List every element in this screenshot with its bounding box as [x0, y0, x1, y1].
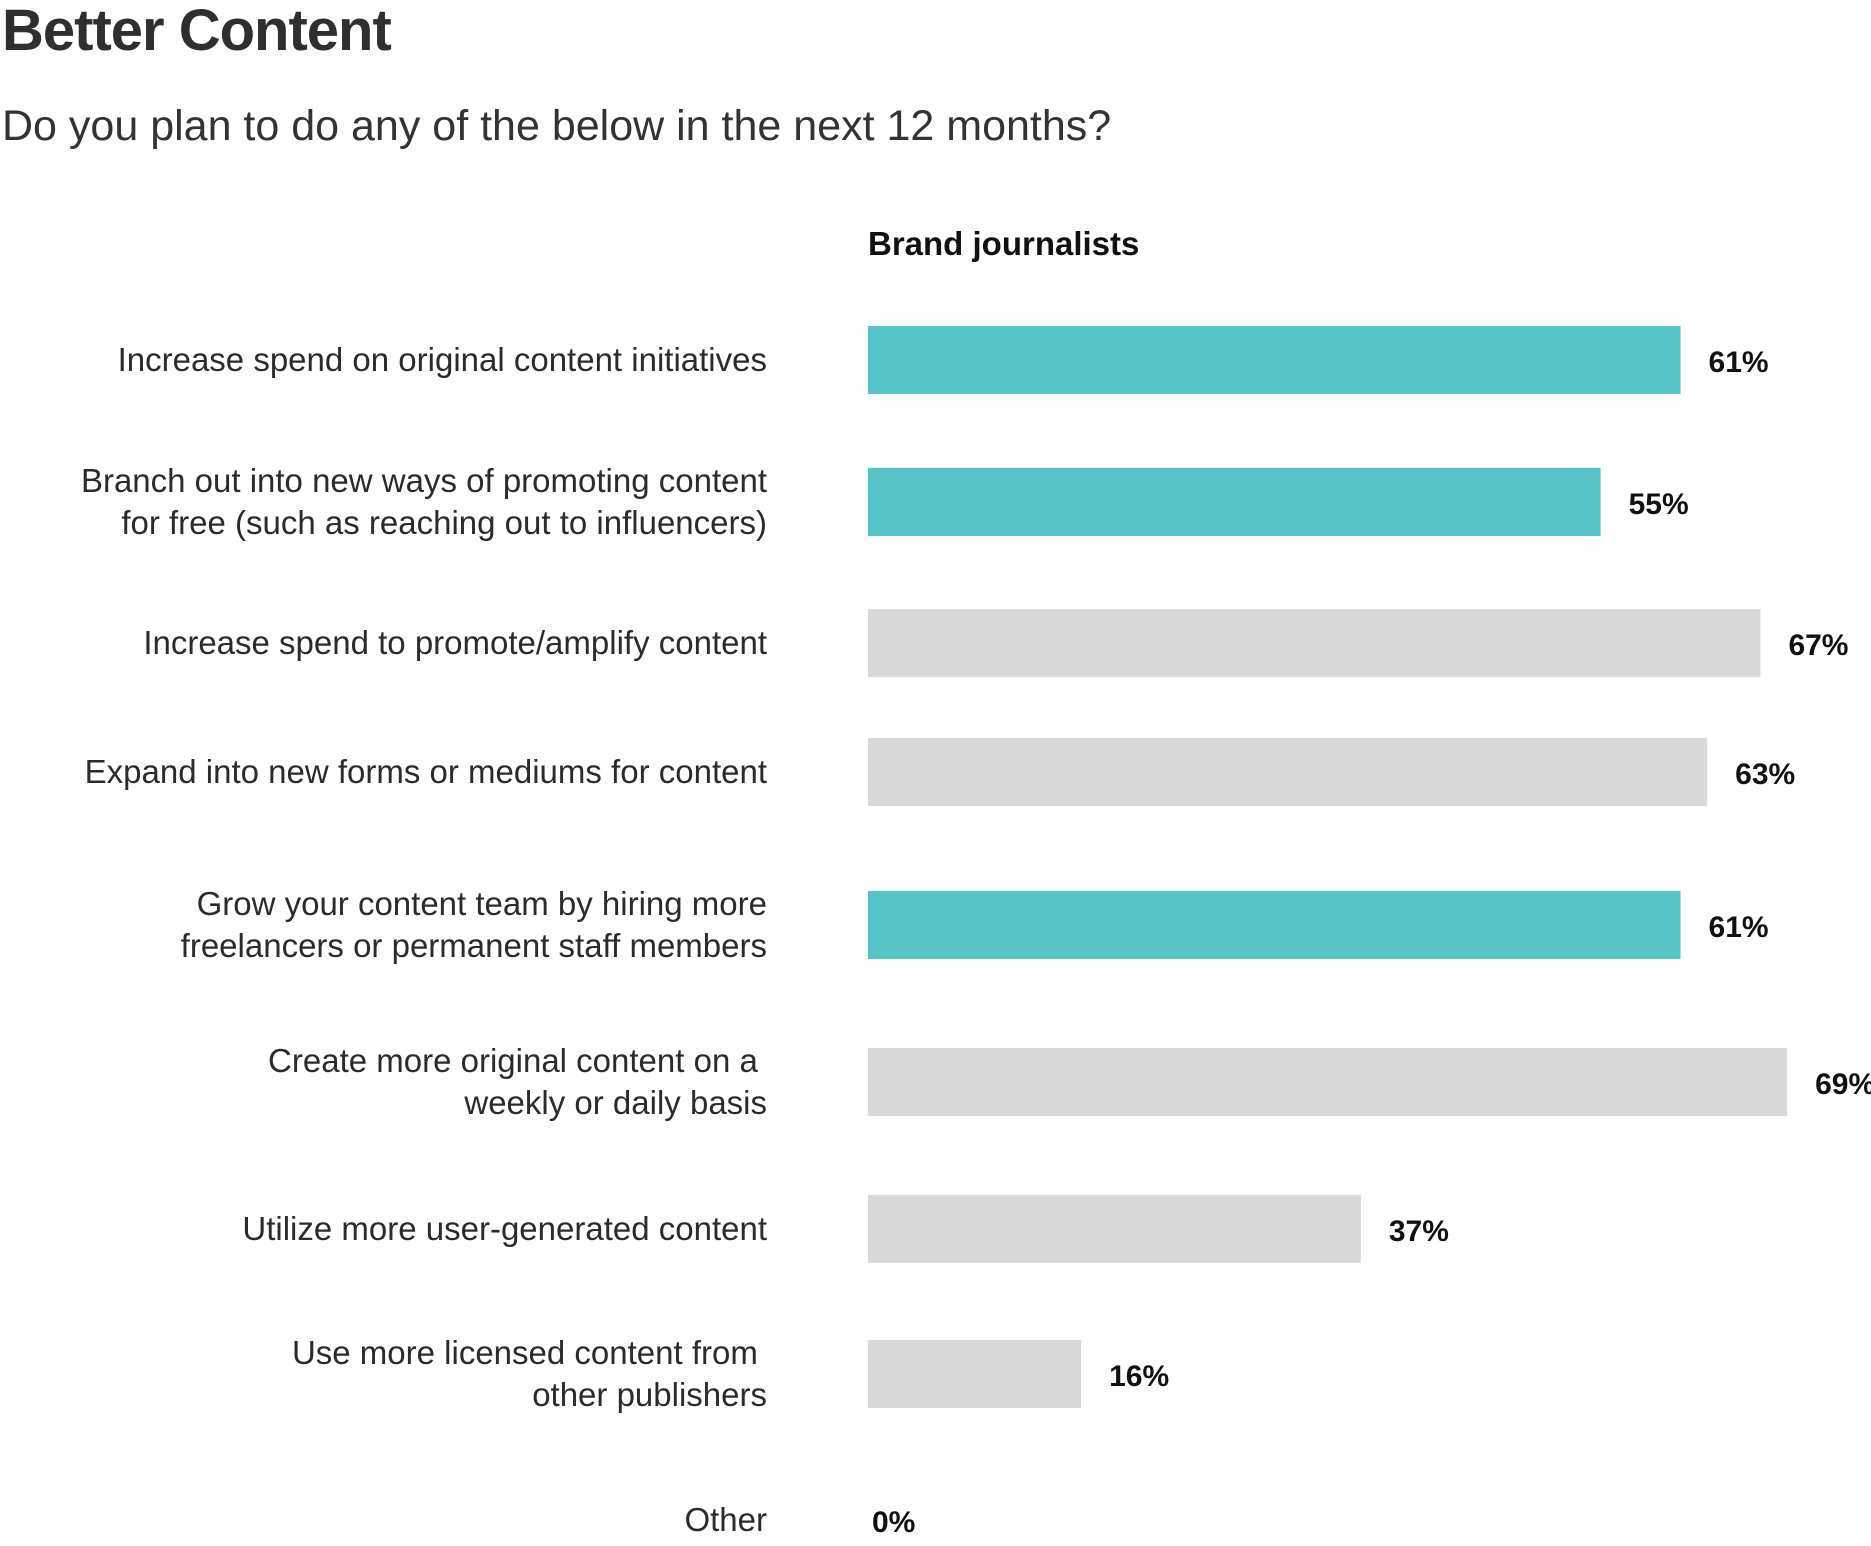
value-label: 63% — [1735, 758, 1795, 791]
value-label: 55% — [1629, 488, 1689, 521]
value-label: 61% — [1709, 346, 1769, 379]
category-label: Create more original content on a weekly… — [268, 1042, 767, 1121]
category-label: Increase spend on original content initi… — [118, 341, 767, 378]
category-label: Use more licensed content from other pub… — [292, 1334, 767, 1413]
category-label-line: Increase spend on original content initi… — [118, 341, 767, 378]
bar — [868, 891, 1681, 959]
category-label-line: other publishers — [532, 1376, 767, 1413]
bar — [868, 1048, 1787, 1116]
category-label: Branch out into new ways of promoting co… — [81, 462, 767, 541]
category-label: Utilize more user-generated content — [242, 1210, 767, 1247]
category-label-line: weekly or daily basis — [463, 1084, 767, 1121]
series-header: Brand journalists — [868, 225, 1139, 262]
category-label: Grow your content team by hiring more fre… — [181, 885, 767, 964]
category-label: Expand into new forms or mediums for con… — [85, 753, 767, 790]
value-label: 37% — [1389, 1215, 1449, 1248]
bars-layer: Increase spend on original content initi… — [81, 326, 1871, 1539]
category-label: Increase spend to promote/amplify conten… — [143, 624, 767, 661]
category-label-line: Expand into new forms or mediums for con… — [85, 753, 767, 790]
bar — [868, 326, 1681, 394]
category-label: Other — [684, 1501, 767, 1538]
value-label: 61% — [1709, 911, 1769, 944]
category-label-line: Increase spend to promote/amplify conten… — [143, 624, 767, 661]
bar — [868, 1340, 1081, 1408]
value-label: 67% — [1788, 629, 1848, 662]
value-label: 0% — [872, 1506, 915, 1539]
value-label: 16% — [1109, 1360, 1169, 1393]
category-label-line: Other — [684, 1501, 767, 1538]
category-label-line: Use more licensed content from — [292, 1334, 767, 1371]
category-label-line: freelancers or permanent staff members — [181, 927, 767, 964]
category-label-line: Create more original content on a — [268, 1042, 767, 1079]
bar — [868, 1195, 1361, 1263]
category-label-line: Branch out into new ways of promoting co… — [81, 462, 767, 499]
bar — [868, 468, 1601, 536]
category-label-line: Utilize more user-generated content — [242, 1210, 767, 1247]
bar — [868, 609, 1760, 677]
value-label: 69% — [1815, 1068, 1871, 1101]
bar — [868, 738, 1707, 806]
category-label-line: for free (such as reaching out to influe… — [121, 504, 767, 541]
category-label-line: Grow your content team by hiring more — [197, 885, 767, 922]
